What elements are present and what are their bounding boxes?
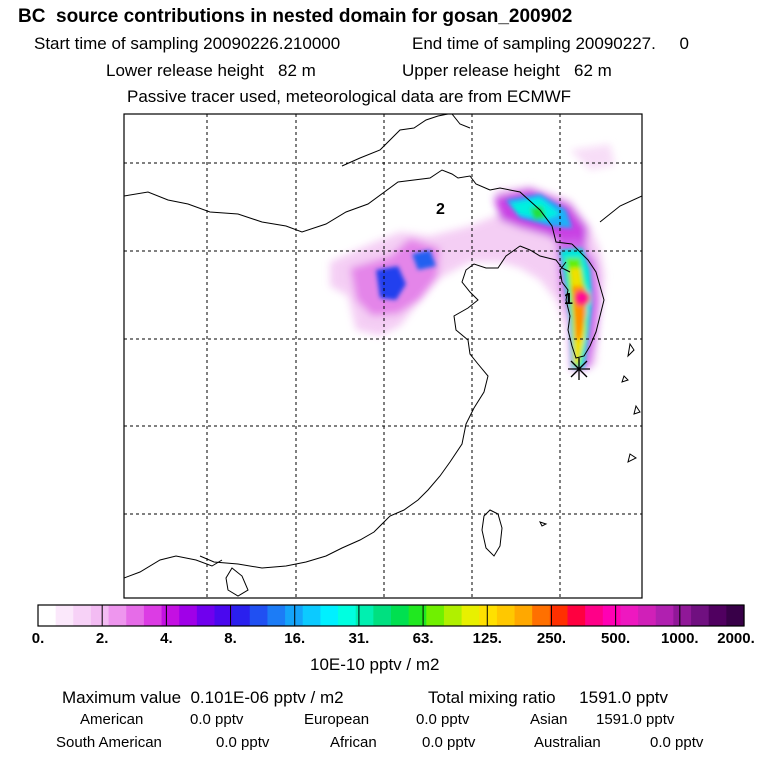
colorbar-swatch	[73, 605, 92, 626]
colorbar-swatch	[320, 605, 339, 626]
american-value: 0.0 pptv	[190, 711, 244, 728]
colorbar-swatch	[549, 605, 569, 626]
colorbar-tick-label: 0.	[31, 630, 45, 647]
colorbar-swatch	[373, 605, 392, 626]
colorbar-swatch	[602, 605, 622, 626]
colorbar-swatch	[585, 605, 604, 626]
coastlines	[124, 114, 642, 597]
colorbar-tick-label: 63.	[412, 630, 434, 647]
colorbar-dividers	[101, 605, 681, 626]
colorbar-tick-label: 31.	[348, 630, 370, 647]
colorbar-swatch	[90, 605, 110, 626]
mongolia-border	[341, 114, 471, 167]
cluster-label-2: 2	[436, 201, 445, 218]
plume-green-ne	[530, 206, 546, 220]
african-label: African	[330, 734, 377, 751]
colorbar-tick-label: 4.	[160, 630, 173, 647]
asian-label: Asian	[530, 711, 568, 728]
colorbar-tick-label: 250.	[536, 630, 567, 647]
colorbar-swatch	[391, 605, 410, 626]
plume-blue-west-2	[412, 250, 436, 270]
colorbar-swatch	[355, 605, 374, 626]
colorbar-swatch	[143, 605, 163, 626]
american-label: American	[80, 711, 144, 728]
australian-label: Australian	[534, 734, 601, 751]
manchuria-border	[489, 187, 642, 245]
colorbar-swatch	[479, 605, 498, 626]
colorbar-swatch	[214, 605, 233, 626]
colorbar-swatch	[532, 605, 551, 626]
hainan-coast	[225, 567, 249, 597]
colorbar-swatch	[638, 605, 657, 626]
asian-value: 1591.0 pptv	[596, 711, 675, 728]
japan-islands	[539, 342, 641, 527]
maximum-value: Maximum value 0.101E-06 pptv / m2	[62, 688, 344, 707]
colorbar-swatch	[620, 605, 639, 626]
concentration-field	[330, 144, 615, 372]
colorbar-swatch	[426, 605, 445, 626]
south-border	[124, 555, 223, 579]
korea-coast	[559, 243, 605, 359]
colorbar-swatch	[126, 605, 145, 626]
cluster-label-1: 1	[564, 291, 573, 308]
european-label: European	[304, 711, 370, 728]
colorbar-swatch	[708, 605, 727, 626]
colorbar-swatch	[338, 605, 357, 626]
colorbar-tick-label: 125.	[472, 630, 502, 647]
colorbar-swatch	[691, 605, 710, 626]
colorbar-swatch	[673, 605, 692, 626]
colorbar-swatch	[443, 605, 463, 626]
colorbar-swatch	[461, 605, 480, 626]
colorbar-swatch	[267, 605, 286, 626]
colorbar-swatch	[655, 605, 674, 626]
colorbar-swatch	[302, 605, 321, 626]
colorbar-swatch	[249, 605, 269, 626]
colorbar-swatch	[179, 605, 198, 626]
lower-release-height: Lower release height 82 m	[106, 61, 316, 80]
tracer-note: Passive tracer used, meteorological data…	[127, 87, 572, 106]
european-value: 0.0 pptv	[416, 711, 470, 728]
plume-outer-northeast	[570, 144, 615, 170]
south-american-label: South American	[56, 734, 162, 751]
total-mixing-ratio: Total mixing ratio 1591.0 pptv	[428, 688, 669, 707]
north-border	[124, 169, 491, 233]
end-sampling-time: End time of sampling 20090227. 0	[412, 34, 689, 53]
colorbar	[38, 605, 745, 626]
colorbar-tick-label: 2000.	[717, 630, 755, 647]
african-value: 0.0 pptv	[422, 734, 476, 751]
colorbar-swatch	[108, 605, 127, 626]
plume-core	[578, 294, 586, 302]
colorbar-swatch	[38, 605, 57, 626]
colorbar-swatch	[408, 605, 427, 626]
china-coast	[199, 245, 521, 569]
map-frame	[123, 113, 643, 599]
colorbar-swatch	[232, 605, 251, 626]
colorbar-tick-label: 16.	[284, 630, 306, 647]
australian-value: 0.0 pptv	[650, 734, 704, 751]
colorbar-swatch	[55, 605, 74, 626]
colorbar-unit-label: 10E-10 pptv / m2	[310, 655, 440, 674]
colorbar-swatch	[496, 605, 516, 626]
colorbar-frame	[37, 604, 745, 627]
taiwan-coast	[481, 509, 503, 557]
colorbar-swatch	[196, 605, 216, 626]
colorbar-tick-label: 2.	[95, 630, 109, 647]
colorbar-swatch	[726, 605, 745, 626]
plume-blue-west-1	[376, 266, 406, 300]
south-american-value: 0.0 pptv	[216, 734, 270, 751]
colorbar-tick-label: 8.	[224, 630, 237, 647]
colorbar-tick-label: 500.	[601, 630, 631, 647]
colorbar-swatch	[161, 605, 180, 626]
receptor-asterisk-icon	[568, 358, 590, 380]
lat-lon-grid	[124, 114, 642, 598]
page-title: BC source contributions in nested domain…	[18, 6, 573, 27]
colorbar-tick-label: 1000.	[661, 630, 699, 647]
colorbar-swatch	[567, 605, 586, 626]
upper-release-height: Upper release height 62 m	[402, 61, 612, 80]
start-sampling-time: Start time of sampling 20090226.210000	[34, 34, 341, 53]
colorbar-swatch	[514, 605, 533, 626]
colorbar-swatch	[285, 605, 304, 626]
